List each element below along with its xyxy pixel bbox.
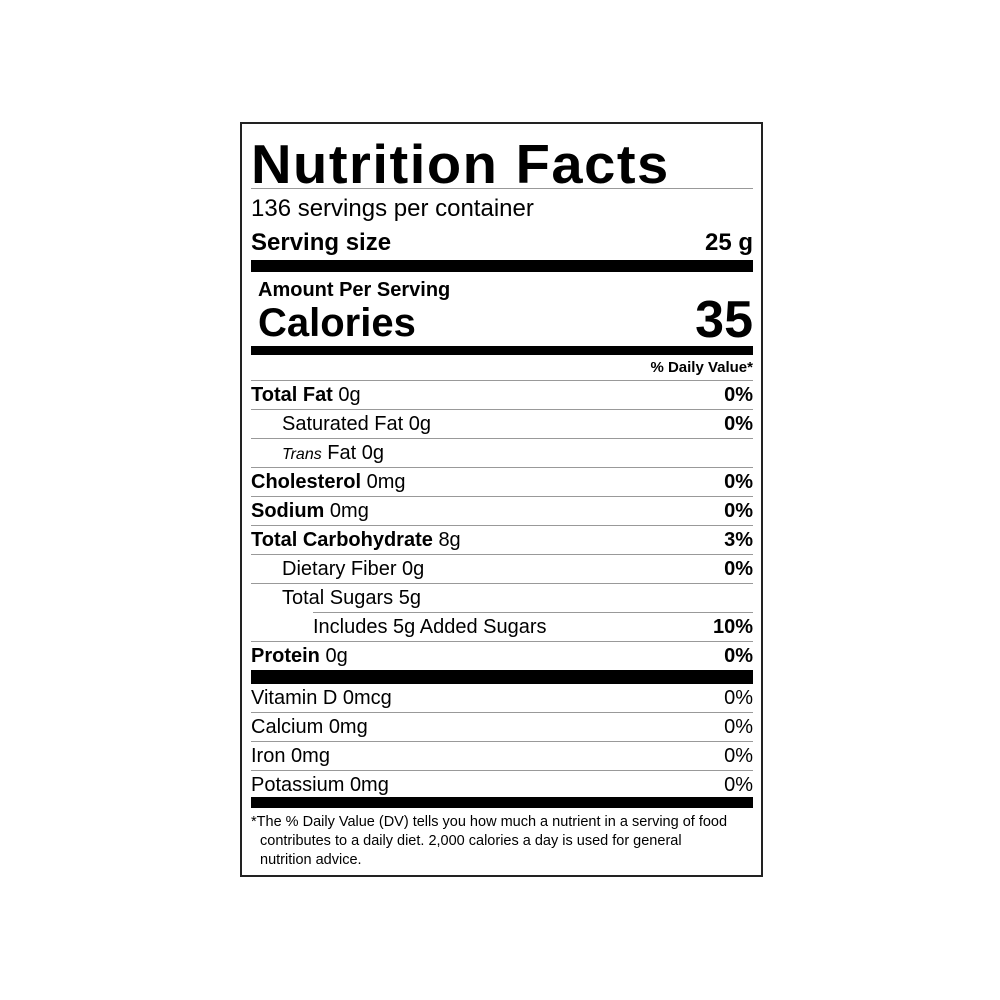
footnote-text: The % Daily Value (DV) tells you how muc… <box>256 814 728 868</box>
nutrient-row: Saturated Fat 0g 0% <box>251 410 753 439</box>
vitamin-daily-value: 0% <box>724 774 753 796</box>
nutrient-daily-value: 0% <box>724 471 753 493</box>
vitamin-row: Iron 0mg 0% <box>251 742 753 771</box>
vitamin-amount: 0mcg <box>342 687 392 709</box>
footnote-star: * <box>251 814 257 830</box>
serving-size-value: 25 g <box>704 229 753 256</box>
nutrient-amount: 0g <box>325 645 348 667</box>
amount-per-serving: Amount Per Serving <box>258 279 451 301</box>
nutrient-label: Total Carbohydrate 8g <box>251 526 461 554</box>
nutrient-name: Dietary Fiber <box>282 558 397 580</box>
vitamin-row: Calcium 0mg 0% <box>251 713 753 742</box>
nutrient-label: Sodium 0mg <box>251 497 369 525</box>
nutrient-label: Dietary Fiber 0g <box>282 555 424 583</box>
nutrient-amount: 0mg <box>329 500 369 522</box>
nutrient-label: Total Fat 0g <box>251 381 361 409</box>
medium-divider <box>251 346 753 355</box>
nutrient-amount: 8g <box>438 529 461 551</box>
nutrient-row: Cholesterol 0mg 0% <box>251 468 753 497</box>
nutrient-label: Protein 0g <box>251 642 348 670</box>
vitamin-label: Iron 0mg <box>251 742 330 770</box>
nutrient-name: Saturated Fat <box>282 413 404 435</box>
nutrient-name: Includes 5g Added Sugars <box>313 616 547 638</box>
nutrient-label: Cholesterol 0mg <box>251 468 406 496</box>
nutrient-daily-value: 0% <box>724 558 753 580</box>
daily-value-header: % Daily Value* <box>650 359 753 376</box>
thick-divider <box>251 797 753 808</box>
nutrient-row: Protein 0g 0% <box>251 642 753 670</box>
vitamin-amount: 0mg <box>349 774 389 796</box>
nutrient-daily-value: 0% <box>724 384 753 406</box>
divider <box>251 380 753 381</box>
divider <box>251 188 753 189</box>
nutrient-name: Protein <box>251 645 320 667</box>
thick-divider <box>251 260 753 272</box>
nutrient-name: Total Sugars <box>282 587 394 609</box>
label-title: Nutrition Facts <box>251 133 670 195</box>
nutrient-name: Fat <box>327 442 357 464</box>
nutrient-amount: 0g <box>408 413 431 435</box>
vitamin-daily-value: 0% <box>724 716 753 738</box>
nutrient-row: Total Sugars 5g <box>251 584 753 612</box>
nutrient-row: Total Carbohydrate 8g 3% <box>251 526 753 555</box>
nutrient-row: Total Fat 0g 0% <box>251 381 753 410</box>
nutrient-row: Includes 5g Added Sugars 10% <box>251 613 753 642</box>
serving-size-row: Serving size 25 g <box>251 229 753 257</box>
nutrient-name: Sodium <box>251 500 325 522</box>
vitamin-label: Potassium 0mg <box>251 771 389 799</box>
calories-label: Calories <box>258 301 416 345</box>
serving-size-label: Serving size <box>251 229 392 256</box>
nutrient-name: Total Carbohydrate <box>251 529 433 551</box>
vitamin-name: Vitamin D <box>251 687 338 709</box>
nutrition-facts-label: Nutrition Facts 136 servings per contain… <box>240 122 763 877</box>
thick-divider <box>251 670 753 684</box>
vitamin-amount: 0mg <box>291 745 330 767</box>
nutrient-label: Saturated Fat 0g <box>282 410 431 438</box>
nutrient-amount: 0mg <box>366 471 406 493</box>
nutrient-row: Sodium 0mg 0% <box>251 497 753 526</box>
nutrient-row: Dietary Fiber 0g 0% <box>251 555 753 584</box>
nutrient-amount: 0g <box>361 442 384 464</box>
vitamin-label: Vitamin D 0mcg <box>251 684 392 712</box>
nutrient-daily-value: 10% <box>712 616 753 638</box>
nutrient-label: Trans Fat 0g <box>282 439 384 469</box>
nutrient-row: Trans Fat 0g <box>251 439 753 468</box>
nutrient-amount: 5g <box>398 587 421 609</box>
vitamin-label: Calcium 0mg <box>251 713 368 741</box>
vitamin-daily-value: 0% <box>724 687 753 709</box>
nutrient-daily-value: 0% <box>724 500 753 522</box>
divider <box>313 612 753 613</box>
calories-value: 35 <box>695 291 753 349</box>
nutrient-label: Includes 5g Added Sugars <box>313 613 547 641</box>
nutrient-amount: 0g <box>338 384 361 406</box>
vitamin-row: Potassium 0mg 0% <box>251 771 753 799</box>
vitamin-name: Iron <box>251 745 286 767</box>
nutrient-daily-value: 0% <box>724 413 753 435</box>
vitamin-name: Calcium <box>251 716 324 738</box>
vitamin-amount: 0mg <box>328 716 368 738</box>
vitamin-row: Vitamin D 0mcg 0% <box>251 684 753 713</box>
vitamin-name: Potassium <box>251 774 345 796</box>
footnote: *The % Daily Value (DV) tells you how mu… <box>251 813 733 870</box>
servings-per-container: 136 servings per container <box>251 195 534 222</box>
nutrient-daily-value: 3% <box>724 529 753 551</box>
nutrient-amount: 0g <box>402 558 425 580</box>
nutrient-name: Total Fat <box>251 384 333 406</box>
nutrient-label: Total Sugars 5g <box>282 584 421 612</box>
vitamin-daily-value: 0% <box>724 745 753 767</box>
calories-row: Calories 35 <box>251 294 753 346</box>
nutrient-prefix: Trans <box>282 446 322 463</box>
nutrient-daily-value: 0% <box>724 645 753 667</box>
nutrient-name: Cholesterol <box>251 471 362 493</box>
